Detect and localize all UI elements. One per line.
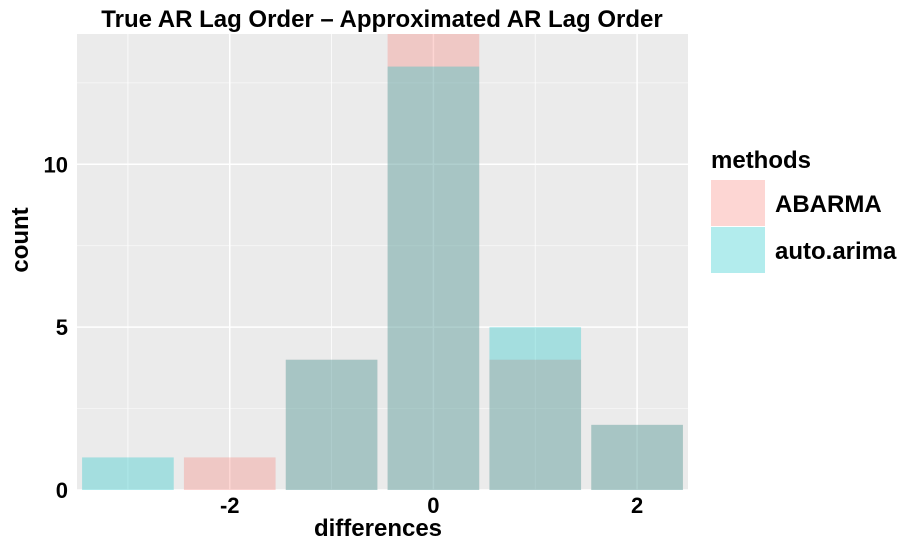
chart-title: True AR Lag Order – Approximated AR Lag … (101, 6, 662, 33)
y-tick-label: 0 (56, 478, 68, 503)
grid-major (77, 34, 688, 491)
bar-auto-arima (387, 66, 480, 491)
legend: methods ABARMA auto.arima (711, 147, 897, 273)
plot-panel (77, 34, 688, 490)
legend-label: ABARMA (775, 191, 882, 218)
x-tick-label: 2 (631, 493, 643, 518)
bar-auto-arima (285, 359, 378, 490)
bar-ABARMA (285, 359, 378, 490)
x-tick-label: -2 (220, 493, 240, 518)
x-axis-ticks: -2 0 2 (220, 493, 643, 518)
y-axis-ticks: 0 5 10 (44, 152, 68, 503)
x-tick-label: 0 (427, 493, 439, 518)
y-axis-title: count (7, 207, 34, 272)
legend-key-ABARMA (711, 180, 765, 226)
y-tick-label: 10 (44, 152, 68, 177)
bar-ABARMA (183, 457, 276, 490)
x-axis-title: differences (314, 515, 442, 542)
grid-minor (77, 34, 688, 490)
legend-label: auto.arima (775, 238, 897, 265)
bar-ABARMA (387, 34, 480, 490)
bar-auto-arima (489, 327, 582, 490)
legend-title: methods (711, 147, 811, 174)
legend-key-auto-arima (711, 227, 765, 273)
bar-auto-arima (82, 457, 174, 490)
y-tick-label: 5 (56, 315, 68, 340)
bar-ABARMA (489, 359, 582, 490)
bars (82, 34, 683, 491)
bar-ABARMA (591, 424, 683, 490)
bar-auto-arima (591, 424, 683, 490)
